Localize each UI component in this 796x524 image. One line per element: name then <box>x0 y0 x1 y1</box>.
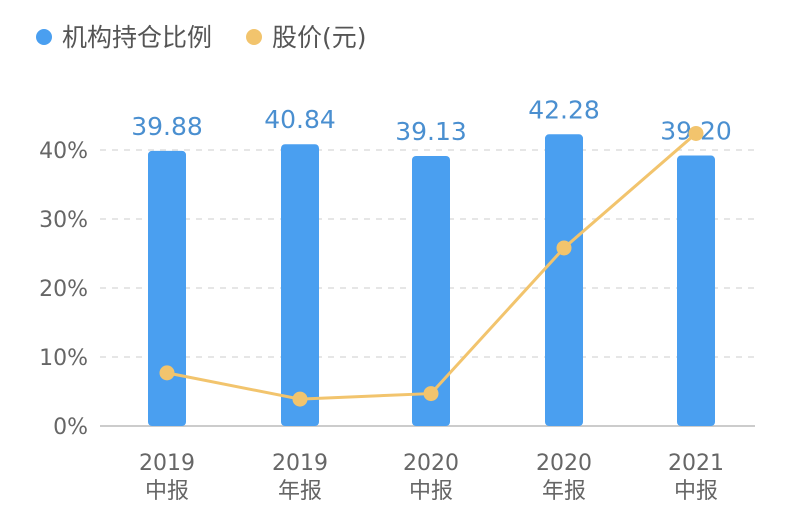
y-axis: 0% 10% 20% 30% 40% <box>39 139 88 440</box>
price-point <box>159 365 175 381</box>
y-tick-label: 30% <box>39 208 88 233</box>
bar <box>677 155 715 426</box>
legend-marker-1 <box>246 29 263 45</box>
x-tick-label: 2020 年报 <box>536 451 592 504</box>
bar-value-label: 39.88 <box>131 112 203 141</box>
y-tick-label: 0% <box>53 415 88 440</box>
legend-label-0: 机构持仓比例 <box>62 23 212 52</box>
y-tick-label: 40% <box>39 139 88 164</box>
bar-value-label: 39.13 <box>395 117 467 146</box>
price-point <box>292 391 308 407</box>
x-tick-label: 2021 中报 <box>668 451 724 504</box>
bar <box>412 156 450 427</box>
x-tick-label: 2019 中报 <box>139 451 195 504</box>
bar-value-label: 40.84 <box>264 105 336 134</box>
legend-marker-0 <box>36 29 52 45</box>
y-tick-label: 20% <box>39 277 88 302</box>
x-tick-label: 2020 中报 <box>403 451 459 504</box>
y-tick-label: 10% <box>39 346 88 371</box>
bar <box>545 134 583 426</box>
bar <box>281 144 319 427</box>
legend-label-1: 股价(元) <box>272 23 367 52</box>
bar-value-label: 42.28 <box>528 95 600 124</box>
price-point <box>556 240 572 256</box>
x-tick-label: 2019 年报 <box>272 451 328 504</box>
bar <box>148 150 186 426</box>
x-axis: 2019 中报 2019 年报 2020 中报 2020 年报 2021 中报 <box>139 451 724 504</box>
legend: 机构持仓比例 股价(元) <box>36 23 367 52</box>
line-series <box>159 125 704 407</box>
price-point <box>688 125 704 141</box>
bar-series <box>148 134 715 427</box>
price-point <box>423 386 439 402</box>
